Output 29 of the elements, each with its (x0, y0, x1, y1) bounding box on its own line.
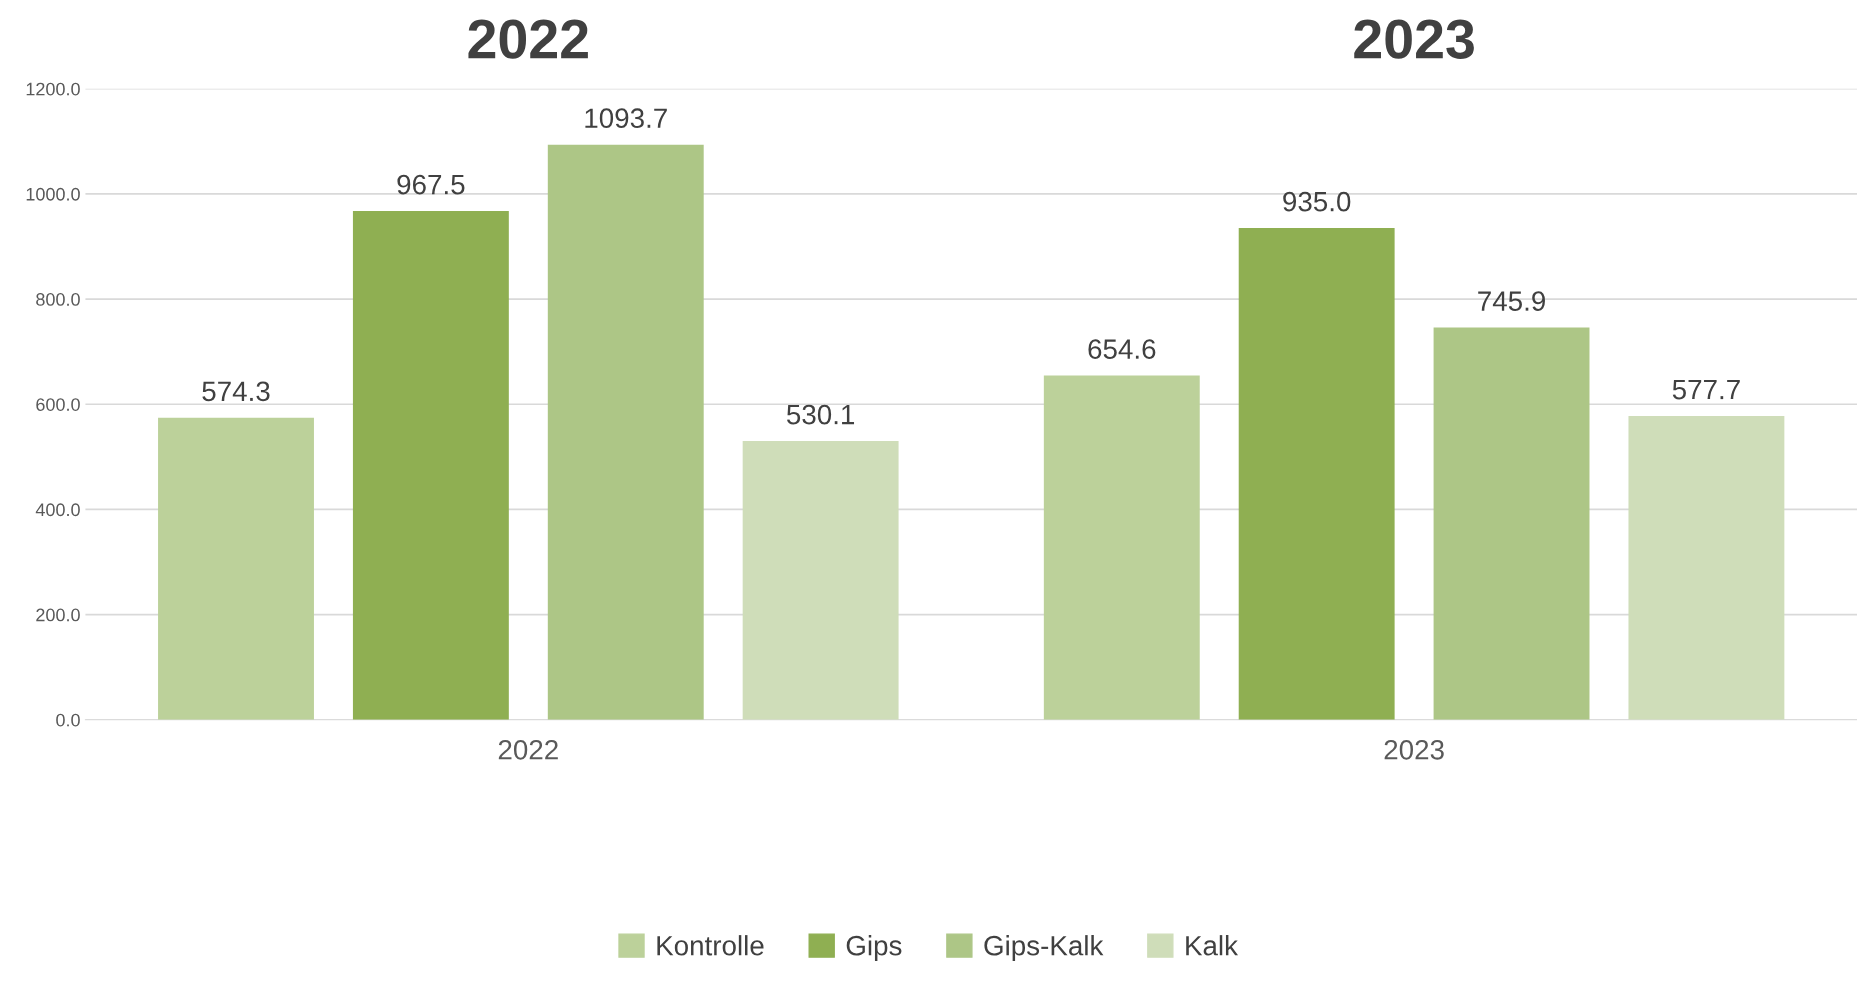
data-label: 745.9 (1478, 291, 1545, 311)
text: 2023 (1384, 739, 1444, 760)
data-label: 574.3 (202, 381, 270, 402)
data-label: 1093.7 (585, 108, 667, 129)
bar (1628, 415, 1785, 720)
y-tick-label: 200.0 (36, 608, 80, 622)
bar (1433, 327, 1590, 720)
data-label: 935.0 (1283, 191, 1351, 212)
y-tick-label: 0.0 (56, 713, 80, 727)
legend-label: Gips-Kalk (984, 935, 1104, 961)
data-label: 530.1 (786, 404, 855, 425)
y-tick-label: 800.0 (36, 293, 80, 306)
legend-label: Gips (846, 935, 902, 961)
data-label: 577.7 (1672, 380, 1740, 400)
y-tick-label: 1200.0 (26, 82, 80, 96)
bar (158, 417, 314, 720)
data-label: 654.6 (1088, 339, 1156, 359)
data-label: 967.5 (397, 174, 465, 195)
y-tick-label: 400.0 (35, 503, 80, 517)
y-tick-label: 1000.0 (26, 187, 80, 201)
bar (1043, 375, 1200, 720)
bar (1238, 228, 1395, 720)
bar (352, 211, 509, 720)
bar (547, 144, 704, 720)
bar (742, 441, 899, 720)
legend-label: Kalk (1186, 935, 1239, 956)
text: 2022 (498, 739, 558, 760)
legend-label: Kontrolle (657, 935, 764, 956)
y-tick-label: 600.0 (36, 398, 80, 411)
